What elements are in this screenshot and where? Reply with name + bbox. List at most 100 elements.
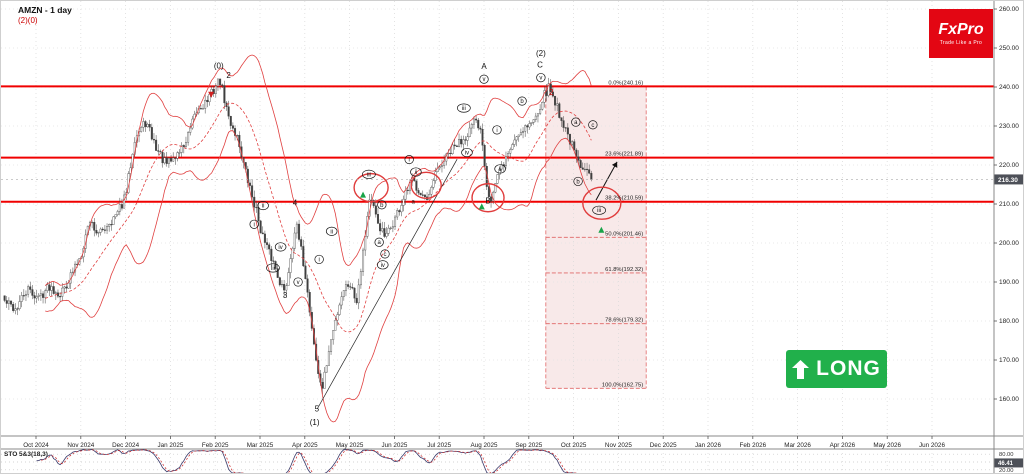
candle-body bbox=[583, 168, 586, 171]
wave-label: v bbox=[483, 77, 486, 83]
time-axis-label: Dec 2024 bbox=[112, 442, 139, 449]
breakout-arrow-head bbox=[611, 161, 618, 168]
candle-body bbox=[278, 277, 281, 286]
candle-body bbox=[276, 268, 279, 278]
candle-body bbox=[577, 156, 580, 161]
price-axis[interactable] bbox=[994, 1, 1024, 474]
candle-body bbox=[385, 233, 388, 237]
highlight-circle bbox=[471, 183, 505, 213]
candle-body bbox=[63, 286, 66, 289]
time-axis-label: Jan 2026 bbox=[695, 442, 721, 449]
candle-body bbox=[103, 229, 106, 231]
candle-body bbox=[234, 128, 237, 136]
candle-body bbox=[551, 91, 554, 97]
candle-body bbox=[526, 125, 529, 128]
candle-body bbox=[494, 183, 497, 193]
candle-body bbox=[272, 260, 275, 262]
candle-body bbox=[223, 85, 226, 104]
buy-arrow-marker bbox=[360, 191, 367, 198]
candle-body bbox=[291, 248, 294, 259]
wave-label: (0) bbox=[214, 61, 224, 70]
candle-body bbox=[231, 125, 234, 129]
fib-level-label: 23.6%(221.89) bbox=[605, 152, 643, 158]
fxpro-logo: FxPro Trade Like a Pro bbox=[929, 9, 993, 58]
wave-label-circle bbox=[377, 200, 387, 210]
highlight-circle bbox=[582, 186, 622, 220]
fib-level-label: 78.6%(179.32) bbox=[605, 318, 643, 324]
candle-body bbox=[475, 118, 478, 121]
candle-body bbox=[432, 180, 435, 188]
wave-label-circle bbox=[257, 201, 269, 211]
candle-body bbox=[417, 190, 420, 194]
wave-label: (1) bbox=[310, 418, 320, 427]
wave-label-circle bbox=[456, 103, 471, 113]
candle-body bbox=[189, 127, 192, 133]
candle-body bbox=[590, 173, 593, 180]
price-axis-label: 190.00 bbox=[999, 279, 1019, 286]
candle-body bbox=[289, 258, 292, 273]
candle-body bbox=[16, 308, 19, 310]
candle-body bbox=[391, 226, 394, 229]
candle-body bbox=[91, 222, 94, 224]
wave-label-circle bbox=[374, 237, 384, 247]
candle-body bbox=[165, 157, 168, 164]
time-axis-label: Apr 2026 bbox=[830, 442, 856, 449]
candle-body bbox=[470, 124, 473, 129]
candle-body bbox=[35, 296, 38, 299]
wave-label-circle bbox=[249, 219, 259, 229]
time-axis-label: Nov 2025 bbox=[605, 442, 632, 449]
candle-body bbox=[430, 187, 433, 195]
candle-body bbox=[22, 295, 25, 297]
candle-body bbox=[259, 220, 262, 234]
wave-label: ii bbox=[415, 170, 418, 176]
candle-body bbox=[532, 119, 535, 123]
candle-body bbox=[568, 133, 571, 145]
candle-body bbox=[344, 284, 347, 291]
candle-body bbox=[524, 125, 527, 132]
candle-body bbox=[202, 108, 205, 110]
highlight-circle bbox=[410, 171, 442, 199]
candle-body bbox=[573, 141, 576, 151]
wave-label: (2) bbox=[536, 49, 546, 58]
candle-body bbox=[581, 167, 584, 170]
candle-body bbox=[20, 295, 23, 302]
candle-body bbox=[18, 301, 21, 310]
candle-body bbox=[212, 89, 215, 94]
candle-body bbox=[95, 230, 98, 234]
candle-body bbox=[295, 223, 298, 234]
candle-body bbox=[330, 339, 333, 352]
wave-label: ii bbox=[330, 229, 333, 235]
candle-body bbox=[65, 286, 68, 289]
candle-body bbox=[106, 226, 109, 231]
candle-body bbox=[479, 127, 482, 130]
candle-body bbox=[227, 106, 230, 117]
candle-body bbox=[353, 287, 356, 299]
candle-body bbox=[451, 144, 454, 154]
candle-body bbox=[174, 157, 177, 159]
wave-label-circle bbox=[362, 169, 376, 179]
candle-body bbox=[419, 192, 422, 196]
candle-body bbox=[10, 300, 13, 305]
candle-body bbox=[7, 300, 10, 304]
candle-body bbox=[302, 246, 305, 267]
candle-body bbox=[374, 205, 377, 215]
time-axis-label: Apr 2025 bbox=[292, 442, 318, 449]
candle-body bbox=[67, 282, 70, 289]
candle-body bbox=[248, 182, 251, 186]
candle-body bbox=[359, 271, 362, 286]
candle-body bbox=[586, 168, 589, 171]
candle-body bbox=[504, 156, 507, 167]
wave-label-circle bbox=[492, 125, 502, 135]
wave-label-circle bbox=[494, 164, 506, 174]
candle-body bbox=[549, 83, 552, 93]
candle-body bbox=[394, 216, 397, 227]
candle-body bbox=[376, 214, 379, 224]
wave-label: c bbox=[591, 123, 594, 129]
candle-body bbox=[39, 293, 42, 296]
candle-body bbox=[293, 232, 296, 249]
wave-label-circle bbox=[293, 277, 303, 287]
wave-label-circle bbox=[536, 73, 546, 83]
candle-body bbox=[274, 261, 277, 269]
candle-body bbox=[61, 287, 64, 297]
